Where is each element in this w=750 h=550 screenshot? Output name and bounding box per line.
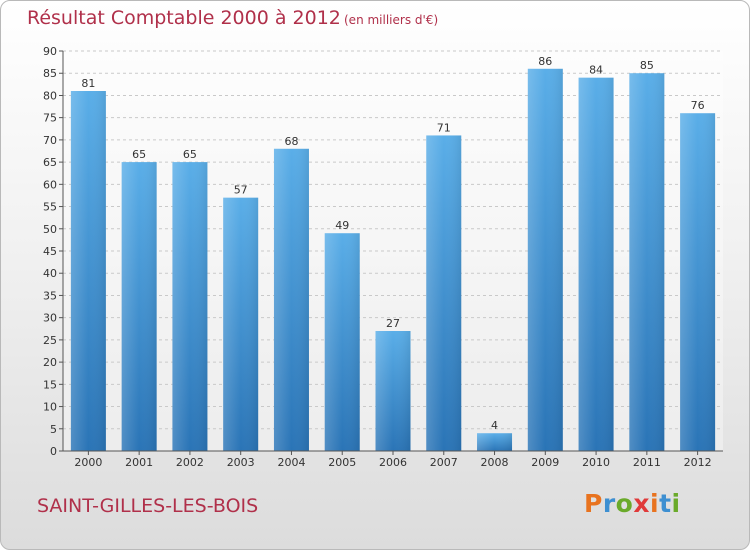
logo-letter: x (633, 489, 650, 518)
bar-value-label: 85 (640, 59, 654, 72)
x-tick-label: 2005 (328, 456, 356, 469)
bar-highlight (578, 77, 614, 452)
chart-subtitle: (en milliers d'€) (344, 13, 439, 27)
x-tick-label: 2006 (379, 456, 407, 469)
y-tick-label: 40 (43, 267, 57, 280)
bar-highlight (375, 331, 411, 451)
y-tick-label: 60 (43, 178, 57, 191)
bar-highlight (172, 162, 208, 451)
bar-value-label: 86 (538, 55, 552, 68)
x-tick-label: 2008 (481, 456, 509, 469)
y-tick-label: 10 (43, 401, 57, 414)
y-tick-label: 30 (43, 312, 57, 325)
bar-value-label: 4 (491, 419, 498, 432)
x-axis: 2000 2001 2002 2003 2004 2005 2006 2007 2008 2009… (63, 450, 723, 469)
logo-letter: i (650, 489, 660, 518)
proxiti-logo: Proxiti (584, 489, 681, 518)
bar-highlight (680, 113, 716, 451)
y-tick-label: 25 (43, 334, 57, 347)
bar-value-label: 65 (183, 148, 197, 161)
chart-title: Résultat Comptable 2000 à 2012 (27, 7, 341, 29)
bar-highlight (629, 73, 665, 451)
bar-highlight (426, 135, 462, 451)
y-tick-label: 70 (43, 134, 57, 147)
logo-letter: i (671, 489, 681, 518)
y-tick-label: 35 (43, 289, 57, 302)
y-tick-label: 20 (43, 356, 57, 369)
bar-value-label: 68 (284, 135, 298, 148)
y-tick-label: 90 (43, 45, 57, 58)
bar-highlight (477, 433, 513, 451)
bar-value-label: 84 (589, 64, 603, 77)
bar-highlight (324, 233, 360, 451)
y-tick-label: 15 (43, 378, 57, 391)
bar-value-label: 49 (335, 219, 349, 232)
y-tick-label: 0 (50, 445, 57, 458)
bar-value-label: 81 (81, 77, 95, 90)
x-tick-label: 2011 (633, 456, 661, 469)
y-tick-label: 50 (43, 223, 57, 236)
bar-value-label: 27 (386, 317, 400, 330)
x-tick-label: 2010 (582, 456, 610, 469)
x-tick-label: 2002 (176, 456, 204, 469)
y-tick-label: 80 (43, 89, 57, 102)
commune-name: SAINT-GILLES-LES-BOIS (37, 495, 259, 517)
x-tick-label: 2000 (74, 456, 102, 469)
bar-value-label: 57 (234, 184, 248, 197)
logo-letter: o (615, 489, 634, 518)
x-tick-label: 2003 (227, 456, 255, 469)
y-tick-label: 75 (43, 112, 57, 125)
x-tick-label: 2007 (430, 456, 458, 469)
bar-value-label: 71 (437, 121, 451, 134)
x-tick-label: 2009 (531, 456, 559, 469)
bar-value-label: 65 (132, 148, 146, 161)
y-tick-label: 5 (50, 423, 57, 436)
bar-highlight (121, 162, 157, 451)
y-tick-label: 55 (43, 201, 57, 214)
logo-letter: r (602, 489, 616, 518)
logo-letter: t (659, 489, 672, 518)
bar-highlight (527, 68, 563, 452)
y-tick-label: 45 (43, 245, 57, 258)
bars: 81 65 65 57 68 49 27 71 4 86 84 85 76 (70, 55, 716, 452)
bar-highlight (223, 197, 259, 451)
logo-letter: P (584, 489, 603, 518)
x-tick-label: 2004 (277, 456, 305, 469)
bar-value-label: 76 (691, 99, 705, 112)
y-tick-label: 65 (43, 156, 57, 169)
y-axis: 0 5 10 15 20 25 30 35 40 45 50 55 60 65 70 75 80 85 90 (43, 45, 64, 458)
y-tick-label: 85 (43, 67, 57, 80)
x-tick-label: 2001 (125, 456, 153, 469)
bar-highlight (70, 91, 106, 451)
bar-highlight (273, 148, 309, 451)
x-tick-label: 2012 (684, 456, 712, 469)
